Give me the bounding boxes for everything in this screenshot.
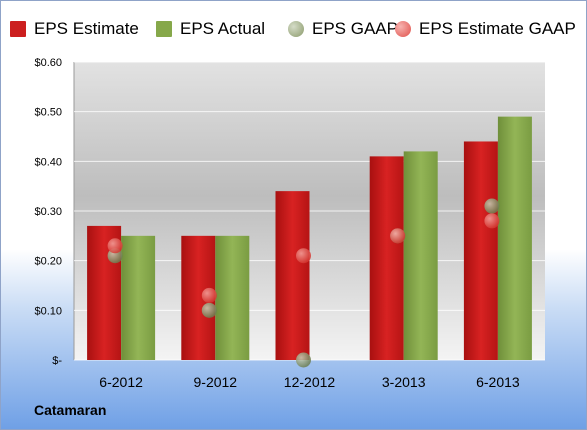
y-tick-label: $0.50 xyxy=(34,107,62,119)
bar-eps-actual xyxy=(215,235,250,360)
bar-eps-estimate xyxy=(369,156,404,360)
dot-eps-gaap xyxy=(296,352,311,368)
legend-item-eps-estimate: EPS Estimate xyxy=(10,14,139,44)
bar-eps-estimate xyxy=(463,141,498,360)
legend-swatch-eps-actual xyxy=(156,21,172,37)
bar-eps-actual xyxy=(497,116,532,360)
dot-eps-estimate-gaap xyxy=(484,213,500,229)
y-tick-label: $0.60 xyxy=(34,57,62,69)
legend-swatch-eps-estimate xyxy=(10,21,26,37)
legend-label-eps-estimate-gaap: EPS Estimate GAAP xyxy=(419,19,576,38)
x-tick-label: 9-2012 xyxy=(194,374,238,390)
x-tick-label: 12-2012 xyxy=(284,374,336,390)
bar-eps-estimate xyxy=(275,191,310,360)
dot-eps-gaap xyxy=(484,198,500,214)
x-tick-label: 6-2012 xyxy=(99,374,143,390)
dot-eps-estimate-gaap xyxy=(296,248,311,264)
y-tick-label: $0.40 xyxy=(34,156,62,168)
legend-label-eps-estimate: EPS Estimate xyxy=(34,19,139,38)
legend-item-eps-estimate-gaap: EPS Estimate GAAP xyxy=(395,14,576,44)
legend-label-eps-actual: EPS Actual xyxy=(180,19,266,38)
x-tick-label: 6-2013 xyxy=(476,374,520,390)
dot-eps-estimate-gaap xyxy=(390,228,406,244)
dot-eps-gaap xyxy=(201,302,217,318)
bar-eps-actual xyxy=(403,151,438,360)
dot-eps-estimate-gaap xyxy=(107,238,123,254)
legend-swatch-eps-estimate-gaap xyxy=(395,21,411,37)
y-tick-label: $- xyxy=(52,355,62,367)
legend-label-eps-gaap: EPS GAAP xyxy=(312,19,398,38)
bar-eps-actual xyxy=(121,235,156,360)
legend-item-eps-gaap: EPS GAAP xyxy=(288,14,398,44)
y-tick-label: $0.10 xyxy=(34,305,62,317)
y-tick-label: $0.20 xyxy=(34,256,62,268)
company-name: Catamaran xyxy=(34,402,107,418)
dot-eps-estimate-gaap xyxy=(201,287,217,303)
x-tick-label: 3-2013 xyxy=(382,374,426,390)
y-tick-label: $0.30 xyxy=(34,206,62,218)
legend: EPS Estimate EPS Actual EPS GAAP EPS Est… xyxy=(0,14,587,44)
legend-item-eps-actual: EPS Actual xyxy=(156,14,265,44)
legend-swatch-eps-gaap xyxy=(288,21,304,37)
